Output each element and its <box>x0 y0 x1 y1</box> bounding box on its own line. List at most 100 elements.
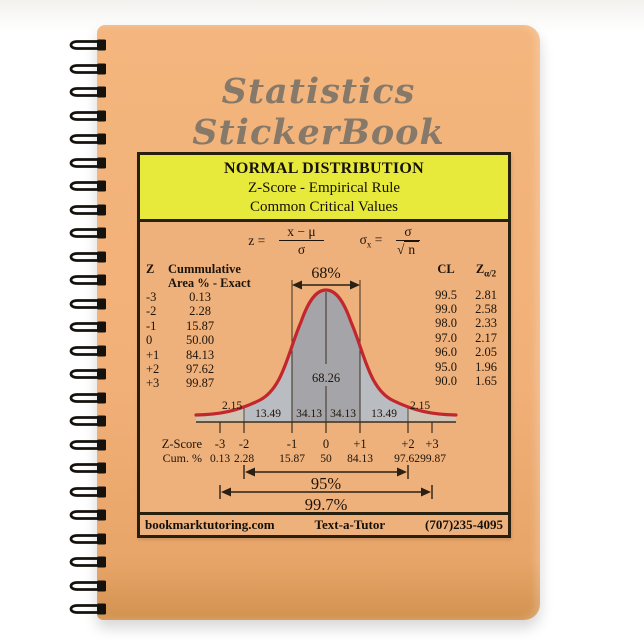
notebook-title: Statistics StickerBook <box>192 71 445 153</box>
axis-ticks <box>219 422 433 433</box>
z-critical-value: 1.96 <box>475 359 497 374</box>
area-value: 50.00 <box>185 333 215 348</box>
spiral-coil-icon <box>66 391 110 405</box>
spiral-coil-icon <box>66 579 110 593</box>
two-sd-bracket <box>243 465 409 479</box>
svg-text:-3: -3 <box>215 437 225 451</box>
arrowhead-left-icon <box>245 467 255 477</box>
cl-value: 99.5 <box>435 287 457 302</box>
z-table-row: -2 2.28 <box>144 304 232 318</box>
pct-95-label: 95% <box>311 474 342 493</box>
sticker-footer: bookmarktutoring.com Text-a-Tutor (707)2… <box>140 512 508 535</box>
sticker-body: 68% 68.26 2.15 2.15 13.49 34.13 34.13 13… <box>140 222 508 512</box>
spiral-coil-icon <box>66 85 110 99</box>
spiral-coil-icon <box>66 508 110 522</box>
spiral-coil-icon <box>66 555 110 569</box>
z-value: +2 <box>146 362 160 377</box>
arrowhead-left-icon <box>221 487 231 497</box>
spiral-coil-icon <box>66 156 110 170</box>
sticker-subtitle-1: Z-Score - Empirical Rule <box>247 180 401 196</box>
pct-997-label: 99.7% <box>305 495 348 512</box>
spiral-coil-icon <box>66 226 110 240</box>
spiral-coil-icon <box>66 109 110 123</box>
z-table-header: Z Cummulative <box>146 262 241 276</box>
footer-phone: (707)235-4095 <box>425 517 503 532</box>
spiral-coil-icon <box>66 367 110 381</box>
footer-website: bookmarktutoring.com <box>145 517 275 532</box>
cl-table-row: 95.0 1.96 <box>426 360 506 374</box>
spiral-coil-icon <box>66 344 110 358</box>
area-value: 97.62 <box>185 362 215 377</box>
zscore-row-label: Z-Score <box>162 437 203 451</box>
z-critical-value: 2.05 <box>475 345 497 360</box>
svg-text:+1: +1 <box>353 437 366 451</box>
svg-text:84.13: 84.13 <box>347 453 373 465</box>
spiral-coil-icon <box>66 132 110 146</box>
cl-value: 99.0 <box>435 301 457 316</box>
tail-left-label: 2.15 <box>222 400 242 412</box>
cl-table-row: 99.0 2.58 <box>426 302 506 316</box>
x-axis <box>196 421 456 433</box>
svg-text:-2: -2 <box>239 437 249 451</box>
z-value: +1 <box>146 347 160 362</box>
z-table-row: +2 97.62 <box>144 362 232 376</box>
spiral-coil-icon <box>66 320 110 334</box>
spiral-coil-icon <box>66 461 110 475</box>
z-table-row: 0 50.00 <box>144 333 232 347</box>
spiral-coil-icon <box>66 532 110 546</box>
cl-table-header: CL Zα/2 <box>437 262 497 279</box>
spiral-coil-icon <box>66 203 110 217</box>
cl-value: 96.0 <box>435 345 457 360</box>
cl-value: 97.0 <box>435 330 457 345</box>
svg-text:+2: +2 <box>401 437 414 451</box>
bell-curve-figure: 68% 68.26 2.15 2.15 13.49 34.13 34.13 13… <box>162 265 458 512</box>
svg-text:99.87: 99.87 <box>420 453 446 465</box>
spiral-coil-icon <box>66 297 110 311</box>
z-critical-value: 2.81 <box>475 287 497 302</box>
area-value: 84.13 <box>185 347 215 362</box>
formulas: z = x − μ σ σx = σ √ n <box>150 224 518 258</box>
area-value: 99.87 <box>185 376 215 391</box>
z-value: 0 <box>146 333 153 348</box>
z-formula-fraction: x − μ σ <box>279 224 324 257</box>
cl-table-row: 98.0 2.33 <box>426 316 506 330</box>
z-table-row: +3 99.87 <box>144 376 232 390</box>
cum-row-values: 0.13 2.28 15.87 50 84.13 97.62 99.87 <box>210 453 446 465</box>
svg-text:-1: -1 <box>287 437 297 451</box>
sigma-formula-fraction: σ √ n <box>396 224 420 258</box>
spiral-coil-icon <box>66 179 110 193</box>
area-value: 0.13 <box>189 290 211 304</box>
bell-curve-line <box>194 288 458 417</box>
region-label-3413-left: 34.13 <box>296 408 322 420</box>
svg-text:0: 0 <box>323 437 329 451</box>
normal-distribution-sticker: NORMAL DISTRIBUTION Z-Score - Empirical … <box>137 152 511 538</box>
zscore-row-values: -3 -2 -1 0 +1 +2 +3 <box>215 437 439 451</box>
cl-table-row: 99.5 2.81 <box>426 288 506 302</box>
z-critical-value: 2.17 <box>475 330 497 345</box>
z-table-row: +1 84.13 <box>144 348 232 362</box>
cl-table-row: 97.0 2.17 <box>426 331 506 345</box>
z-value: -2 <box>146 304 157 319</box>
pct-68-label: 68% <box>311 265 340 282</box>
z-table-header-line2: Area % - Exact <box>168 276 251 290</box>
cl-table-row: 96.0 2.05 <box>426 345 506 359</box>
z-value: -1 <box>146 318 157 333</box>
critical-values-table: CL Zα/2 99.5 2.81 99.0 2.58 98.0 2.33 97… <box>426 262 506 388</box>
arrowhead-right-icon <box>421 487 431 497</box>
cl-value: 90.0 <box>435 373 457 388</box>
svg-text:+3: +3 <box>425 437 438 451</box>
area-value: 15.87 <box>185 318 215 333</box>
arrowhead-right-icon <box>397 467 407 477</box>
z-table-row: -3 0.13 <box>144 290 232 304</box>
region-label-3413-right: 34.13 <box>330 408 356 420</box>
svg-text:15.87: 15.87 <box>279 453 305 465</box>
cl-value: 98.0 <box>435 316 457 331</box>
region-label-1349-right: 13.49 <box>371 408 397 420</box>
z-critical-value: 2.58 <box>475 301 497 316</box>
z-critical-value: 2.33 <box>475 316 497 331</box>
cl-value: 95.0 <box>435 359 457 374</box>
svg-text:2.28: 2.28 <box>234 453 254 465</box>
cum-row-label: Cum. % <box>163 451 202 465</box>
spiral-binding <box>66 0 112 644</box>
sticker-title: NORMAL DISTRIBUTION <box>224 160 424 177</box>
